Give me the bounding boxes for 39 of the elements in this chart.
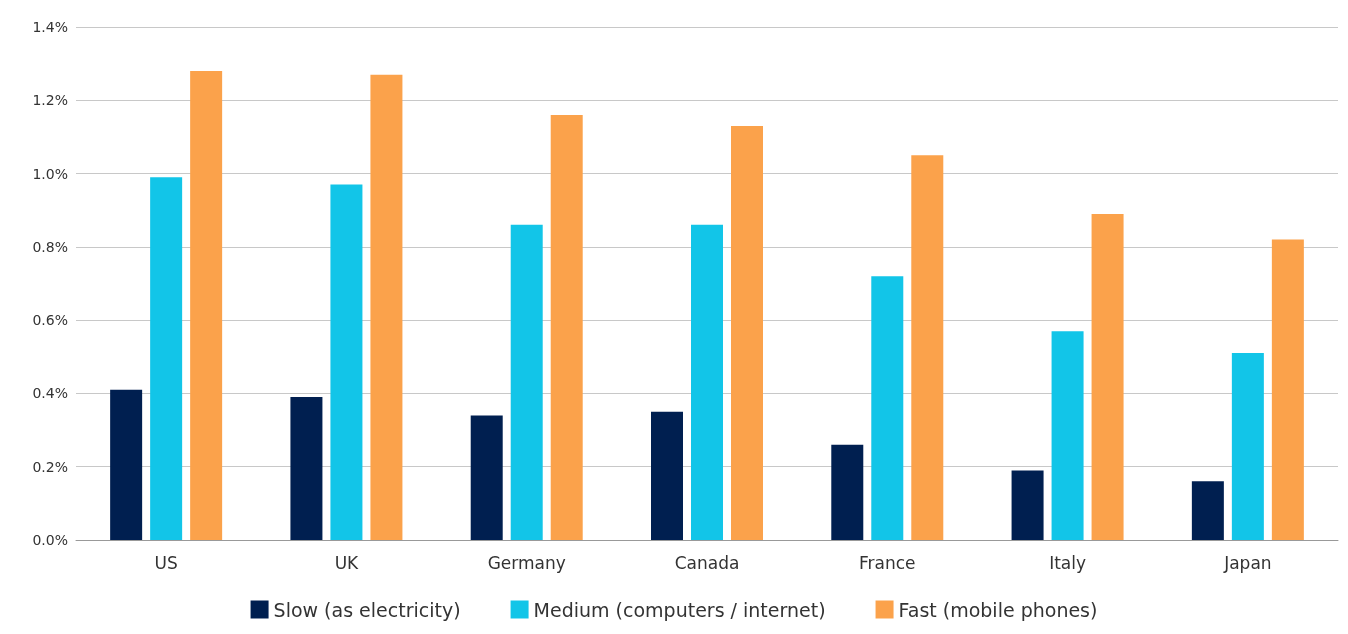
y-tick-label: 1.4% xyxy=(32,19,68,35)
legend-label: Fast (mobile phones) xyxy=(898,598,1098,621)
bar xyxy=(550,114,583,540)
bar xyxy=(651,411,683,540)
x-tick-label: Japan xyxy=(1223,552,1272,573)
y-tick-label: 0.2% xyxy=(32,458,68,475)
x-tick-label: Germany xyxy=(487,552,566,573)
bar xyxy=(190,70,223,540)
y-tick-label: 1.2% xyxy=(32,92,68,109)
bar xyxy=(911,155,944,540)
bar xyxy=(1191,481,1224,540)
x-tick-label: Canada xyxy=(674,552,740,573)
y-tick-label: 0.6% xyxy=(32,312,68,329)
bar xyxy=(510,224,543,540)
x-tick-label: US xyxy=(154,552,178,573)
bar xyxy=(871,276,904,540)
bar xyxy=(1011,470,1044,540)
x-tick-label: France xyxy=(859,552,916,573)
bar xyxy=(1051,331,1084,540)
x-tick-label: Italy xyxy=(1049,552,1087,573)
bar xyxy=(470,415,503,540)
bar xyxy=(330,184,363,540)
bar xyxy=(150,177,183,540)
y-tick-label: 0.8% xyxy=(32,238,68,255)
y-tick-label: 0.4% xyxy=(32,385,68,402)
bar xyxy=(1091,213,1124,540)
legend-label: Slow (as electricity) xyxy=(273,598,461,621)
x-tick-label: UK xyxy=(334,552,360,573)
bar xyxy=(831,444,864,540)
bar xyxy=(290,397,323,540)
bar xyxy=(691,224,723,540)
legend-label: Medium (computers / internet) xyxy=(533,598,826,621)
bar xyxy=(110,389,143,540)
y-tick-label: 0.0% xyxy=(32,532,68,548)
bar xyxy=(370,74,403,540)
bar xyxy=(1271,239,1304,540)
bar xyxy=(1231,353,1264,540)
y-tick-label: 1.0% xyxy=(32,165,68,182)
bar xyxy=(731,125,763,540)
